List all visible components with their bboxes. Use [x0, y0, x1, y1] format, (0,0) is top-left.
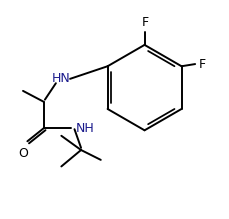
Text: HN: HN	[52, 72, 70, 85]
Text: O: O	[18, 147, 28, 160]
Text: F: F	[142, 16, 149, 29]
Text: NH: NH	[75, 122, 94, 135]
Text: F: F	[198, 58, 205, 71]
